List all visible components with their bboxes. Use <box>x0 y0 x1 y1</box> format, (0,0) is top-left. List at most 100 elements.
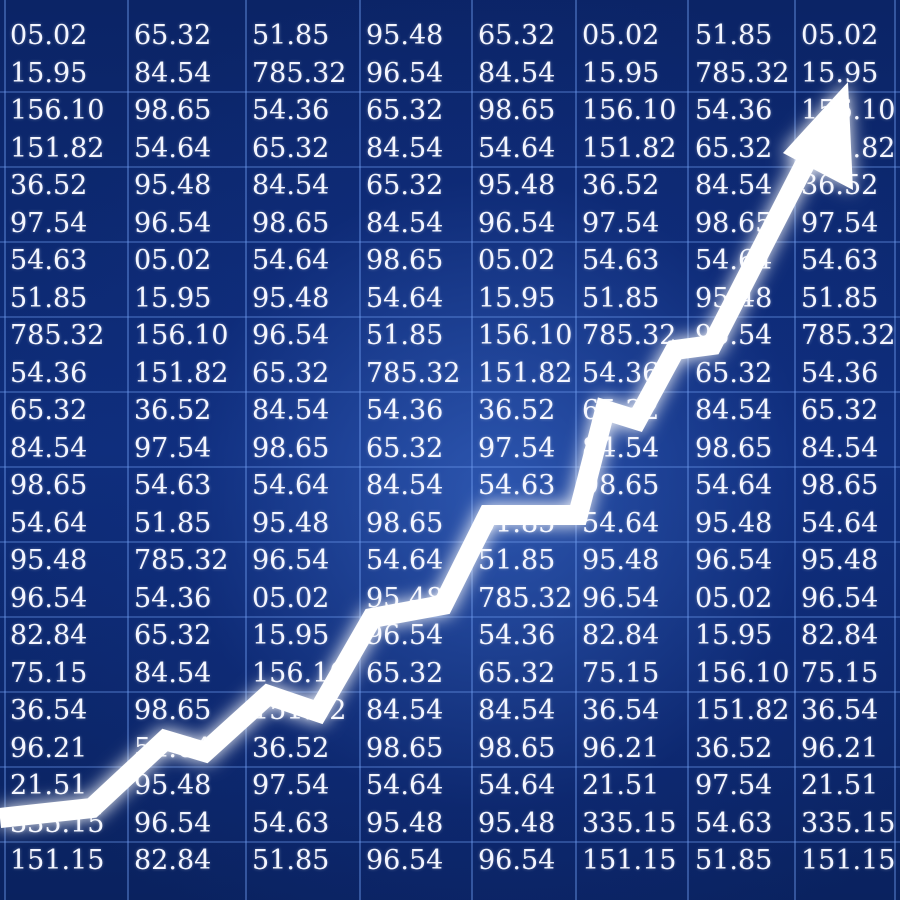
ticker-value: 84.54 <box>478 695 556 726</box>
ticker-value: 65.32 <box>801 395 879 426</box>
ticker-value: 54.64 <box>252 245 330 276</box>
ticker-value: 98.65 <box>695 207 773 239</box>
ticker-value: 15.95 <box>695 620 773 651</box>
ticker-value: 54.63 <box>695 807 773 839</box>
ticker-value: 96.54 <box>695 320 773 351</box>
ticker-value: 36.52 <box>478 395 556 426</box>
ticker-value: 54.64 <box>252 470 330 501</box>
ticker-value: 54.36 <box>695 95 773 126</box>
ticker-value: 82.84 <box>582 620 660 651</box>
ticker-value: 97.54 <box>252 770 330 801</box>
ticker-value: 785.32 <box>10 320 105 351</box>
ticker-value: 84.54 <box>252 395 330 426</box>
ticker-value: 54.63 <box>134 470 212 501</box>
ticker-value: 36.52 <box>10 170 88 201</box>
ticker-value: 96.54 <box>366 845 444 876</box>
ticker-value: 84.54 <box>366 132 444 164</box>
ticker-value: 151.82 <box>582 132 677 164</box>
ticker-value: 84.54 <box>366 207 444 239</box>
ticker-value: 84.54 <box>134 657 212 689</box>
ticker-value: 335.15 <box>801 807 896 839</box>
number-column-7: 51.85 785.32 54.36 65.32 84.54 98.65 54.64 95.4… <box>695 17 789 880</box>
ticker-value: 82.84 <box>134 845 212 876</box>
ticker-value: 98.65 <box>366 507 444 539</box>
ticker-value: 54.36 <box>478 620 556 651</box>
ticker-value: 82.84 <box>801 620 879 651</box>
ticker-value: 97.54 <box>695 770 773 801</box>
ticker-value: 96.54 <box>582 582 660 614</box>
ticker-value: 84.54 <box>582 432 660 464</box>
number-column-4: 95.48 96.54 65.32 84.54 65.32 84.54 98.65 54.64… <box>366 17 460 880</box>
ticker-value: 151.82 <box>134 357 229 389</box>
number-column-8: 05.02 15.95 156.10 151.82 36.52 97.54 54.63 51.… <box>801 17 895 880</box>
ticker-value: 51.85 <box>366 320 444 351</box>
ticker-value: 151.82 <box>10 132 105 164</box>
ticker-value: 36.52 <box>695 732 773 764</box>
ticker-value: 95.48 <box>478 807 556 839</box>
ticker-value: 95.48 <box>134 770 212 801</box>
ticker-value: 98.65 <box>801 470 879 501</box>
ticker-value: 75.15 <box>582 657 660 689</box>
ticker-value: 156.10 <box>478 320 573 351</box>
ticker-value: 75.15 <box>10 657 88 689</box>
ticker-value: 54.64 <box>366 770 444 801</box>
ticker-value: 54.64 <box>801 507 879 539</box>
ticker-value: 51.85 <box>134 507 212 539</box>
ticker-value: 05.02 <box>478 245 556 276</box>
ticker-value: 98.65 <box>252 207 330 239</box>
ticker-value: 96.54 <box>134 207 212 239</box>
ticker-value: 36.52 <box>582 170 660 201</box>
ticker-value: 65.32 <box>366 95 444 126</box>
ticker-value: 54.36 <box>366 395 444 426</box>
ticker-value: 21.51 <box>582 770 660 801</box>
ticker-value: 96.54 <box>478 845 556 876</box>
ticker-value: 98.65 <box>366 245 444 276</box>
ticker-value: 54.63 <box>10 245 88 276</box>
ticker-value: 156.10 <box>134 320 229 351</box>
ticker-value: 54.36 <box>582 357 660 389</box>
ticker-value: 65.32 <box>252 357 330 389</box>
ticker-value: 95.48 <box>252 507 330 539</box>
ticker-value: 36.52 <box>801 170 879 201</box>
ticker-value: 84.54 <box>695 170 773 201</box>
ticker-value: 65.32 <box>695 132 773 164</box>
ticker-value: 98.65 <box>252 432 330 464</box>
ticker-value: 36.54 <box>10 695 88 726</box>
ticker-value: 51.85 <box>252 845 330 876</box>
ticker-value: 95.48 <box>695 507 773 539</box>
ticker-value: 51.85 <box>252 20 330 51</box>
number-column-2: 65.32 84.54 98.65 54.64 95.48 96.54 05.02 15.95… <box>134 17 228 880</box>
ticker-value: 96.54 <box>478 207 556 239</box>
ticker-value: 65.32 <box>252 132 330 164</box>
ticker-value: 51.85 <box>695 20 773 51</box>
ticker-value: 65.32 <box>366 170 444 201</box>
ticker-value: 156.10 <box>695 657 790 689</box>
ticker-value: 97.54 <box>134 432 212 464</box>
ticker-value: 54.36 <box>801 357 879 389</box>
ticker-value: 785.32 <box>134 545 229 576</box>
ticker-value: 15.95 <box>478 282 556 314</box>
ticker-value: 51.85 <box>801 282 879 314</box>
ticker-value: 98.65 <box>134 695 212 726</box>
ticker-value: 95.48 <box>10 545 88 576</box>
ticker-value: 95.48 <box>252 282 330 314</box>
ticker-value: 15.95 <box>801 57 879 89</box>
ticker-value: 54.64 <box>134 132 212 164</box>
ticker-value: 97.54 <box>10 207 88 239</box>
ticker-value: 82.84 <box>10 620 88 651</box>
ticker-value: 151.15 <box>582 845 677 876</box>
ticker-value: 05.02 <box>134 245 212 276</box>
ticker-value: 98.65 <box>10 470 88 501</box>
ticker-value: 54.64 <box>366 545 444 576</box>
ticker-value: 65.32 <box>134 20 212 51</box>
ticker-value: 54.63 <box>801 245 879 276</box>
number-column-3: 51.85 785.32 54.36 65.32 84.54 98.65 54.64 95.4… <box>252 17 346 880</box>
ticker-value: 54.64 <box>695 245 773 276</box>
ticker-value: 65.32 <box>478 20 556 51</box>
ticker-value: 84.54 <box>801 432 879 464</box>
ticker-value: 95.48 <box>695 282 773 314</box>
ticker-value: 151.82 <box>695 695 790 726</box>
ticker-value: 54.36 <box>134 582 212 614</box>
ticker-value: 96.54 <box>252 545 330 576</box>
ticker-value: 54.64 <box>478 770 556 801</box>
